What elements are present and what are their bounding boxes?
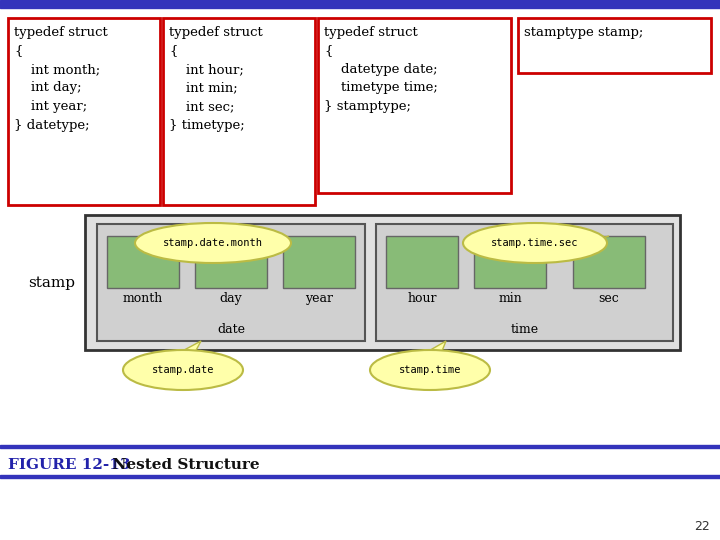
Text: min: min [498,292,522,305]
Bar [376,224,673,341]
Text: date: date [217,323,245,336]
Bar [163,18,315,205]
Bar [0,0,720,8]
Text: stamptype stamp;: stamptype stamp; [524,26,644,39]
Text: time: time [510,323,539,336]
Text: stamp.time: stamp.time [399,365,462,375]
Bar [573,236,645,288]
Ellipse shape [370,350,490,390]
Bar [318,18,511,193]
Ellipse shape [463,223,607,263]
Text: 22: 22 [694,520,710,533]
Text: month: month [123,292,163,305]
Ellipse shape [123,350,243,390]
Ellipse shape [135,223,291,263]
Polygon shape [173,341,201,356]
Text: year: year [305,292,333,305]
Bar [195,236,267,288]
Text: hour: hour [408,292,437,305]
Bar [0,475,720,478]
Text: typedef struct
{
    int hour;
    int min;
    int sec;
} timetype;: typedef struct { int hour; int min; int … [169,26,263,132]
Text: stamp.date.month: stamp.date.month [163,238,263,248]
Text: typedef struct
{
    int month;
    int day;
    int year;
} datetype;: typedef struct { int month; int day; int… [14,26,108,132]
Text: Nested Structure: Nested Structure [102,458,260,472]
Text: stamp.time.sec: stamp.time.sec [491,238,579,248]
Text: day: day [220,292,243,305]
Bar [85,215,680,350]
Polygon shape [420,341,446,356]
Text: stamp.date: stamp.date [152,365,215,375]
Text: typedef struct
{
    datetype date;
    timetype time;
} stamptype;: typedef struct { datetype date; timetype… [324,26,438,113]
Polygon shape [525,236,609,257]
Text: sec: sec [598,292,619,305]
Bar [97,224,365,341]
Bar [474,236,546,288]
Bar [518,18,711,73]
Text: FIGURE 12-13: FIGURE 12-13 [8,458,130,472]
Text: stamp: stamp [28,275,75,289]
Bar [283,236,355,288]
Polygon shape [143,236,223,257]
Bar [8,18,160,205]
Bar [0,445,720,448]
Bar [107,236,179,288]
Bar [386,236,458,288]
